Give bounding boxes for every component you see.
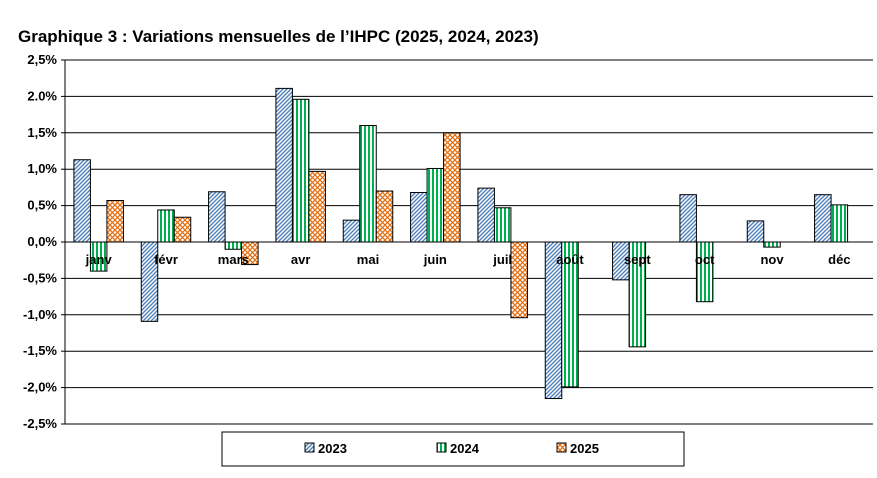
y-tick-label: -1,5% xyxy=(23,343,57,358)
bar-2025-févr xyxy=(173,216,192,243)
bar-2023-févr xyxy=(140,241,159,322)
bars xyxy=(73,87,849,400)
y-tick-label: -0,5% xyxy=(23,270,57,285)
bar-2025-janv xyxy=(106,200,124,243)
tick-labels: 2,5% 2.0% 1,5% 1,0% 0,5% 0,0% -0,5% -1,0% -1,5% -… xyxy=(23,52,851,431)
bar-2024-déc xyxy=(830,204,849,243)
bar-2023-janv xyxy=(73,159,91,243)
bar-2023-juil xyxy=(477,187,495,243)
bar-2023-juin xyxy=(410,191,428,243)
y-tick-label: 1,5% xyxy=(27,125,57,140)
bar-2023-déc xyxy=(814,194,832,243)
gridlines xyxy=(65,59,873,425)
y-tick-label: -1,0% xyxy=(23,307,57,322)
x-tick-label: mai xyxy=(357,252,379,267)
chart-title: Graphique 3 : Variations mensuelles de l… xyxy=(18,27,539,46)
y-tick-label: 0,0% xyxy=(27,234,57,249)
legend: 2023 2024 2025 xyxy=(221,431,685,467)
bar-2024-oct xyxy=(695,241,714,303)
bar-2024-nov xyxy=(763,241,781,248)
x-tick-label: août xyxy=(556,252,584,267)
legend-box xyxy=(221,431,685,467)
bar-2024-avr xyxy=(291,98,310,243)
y-tick-label: 0,5% xyxy=(27,198,57,213)
legend-label-2024: 2024 xyxy=(450,441,480,456)
bar-2023-mars xyxy=(208,191,226,243)
bar-2024-mai xyxy=(359,125,377,243)
y-tick-label: 2,5% xyxy=(27,52,57,67)
x-tick-label: janv xyxy=(85,252,113,267)
y-tick-label: -2,5% xyxy=(23,416,57,431)
bar-2023-nov xyxy=(746,220,765,243)
x-tick-label: sept xyxy=(624,252,651,267)
x-tick-label: mars xyxy=(218,252,249,267)
bar-2025-juin xyxy=(443,132,461,243)
bar-2023-mai xyxy=(342,219,361,243)
x-tick-label: févr xyxy=(154,252,178,267)
x-tick-label: déc xyxy=(828,252,850,267)
bar-2025-mai xyxy=(375,190,394,243)
x-tick-label: juil xyxy=(492,252,512,267)
bar-2024-févr xyxy=(157,209,175,243)
y-tick-label: 1,0% xyxy=(27,161,57,176)
legend-label-2025: 2025 xyxy=(570,441,599,456)
y-tick-label: 2.0% xyxy=(27,88,57,103)
x-tick-label: juin xyxy=(423,252,447,267)
bar-2024-janv xyxy=(89,241,108,272)
bar-2023-avr xyxy=(275,87,293,243)
y-tick-label: -2,0% xyxy=(23,380,57,395)
bar-2024-mars xyxy=(224,241,243,250)
legend-swatch-2023 xyxy=(304,442,315,453)
x-tick-label: oct xyxy=(695,252,715,267)
x-tick-label: nov xyxy=(760,252,784,267)
legend-label-2023: 2023 xyxy=(318,441,347,456)
legend-swatch-2025 xyxy=(556,442,567,453)
bar-2025-avr xyxy=(308,170,326,243)
axes xyxy=(61,59,66,425)
bar-2025-juil xyxy=(510,241,528,319)
bar-2024-sept xyxy=(628,241,647,348)
bar-2024-juin xyxy=(426,167,445,243)
legend-swatch-2024 xyxy=(436,442,447,453)
x-tick-label: avr xyxy=(291,252,311,267)
bar-2024-août xyxy=(561,241,579,388)
bar-2024-juil xyxy=(493,207,512,243)
bar-2025-mars xyxy=(241,241,259,266)
bar-2023-oct xyxy=(679,194,697,243)
